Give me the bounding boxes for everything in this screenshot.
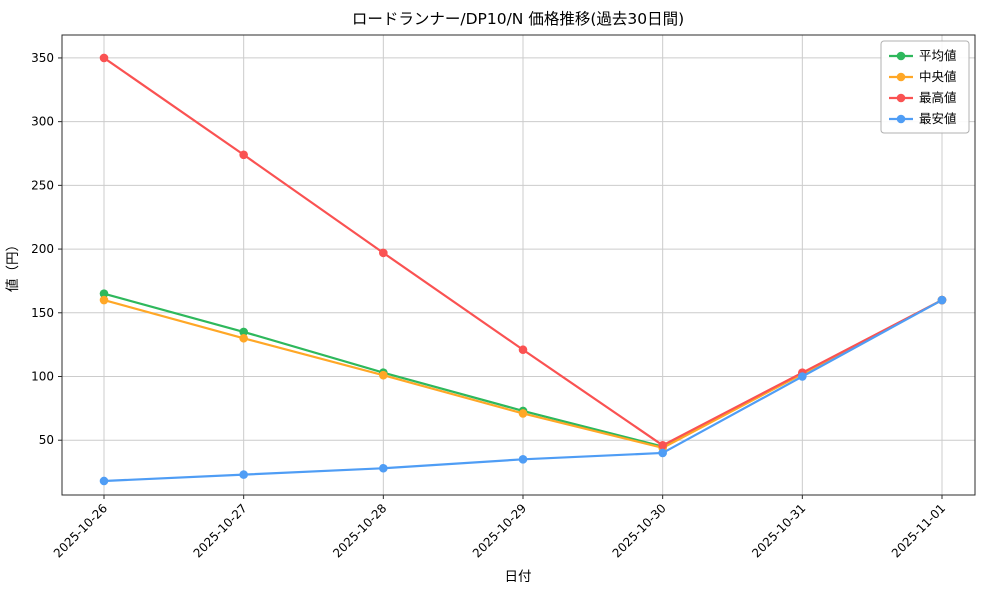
series-min-marker: [658, 448, 667, 458]
y-tick-label: 300: [31, 115, 54, 129]
legend-marker-sample: [896, 114, 906, 124]
legend-marker-sample: [896, 51, 906, 61]
x-tick-label: 2025-10-29: [470, 501, 529, 560]
x-tick-label: 2025-10-27: [191, 501, 250, 560]
series-min: [99, 295, 947, 486]
legend-item-average: 平均値: [889, 48, 957, 63]
legend-item-min: 最安値: [889, 111, 957, 126]
x-tick-label: 2025-11-01: [889, 501, 948, 560]
legend-box: [880, 40, 970, 134]
series-median-marker: [99, 295, 109, 305]
y-tick-label: 350: [31, 51, 54, 65]
series-median-marker: [239, 333, 248, 343]
series-max-marker: [99, 53, 109, 63]
legend-item-median: 中央値: [889, 69, 957, 84]
axes: 50 100 150 200 250 300 350 2025-10-26 2025-10-27…: [31, 34, 976, 560]
series-max-marker: [379, 248, 388, 258]
legend-item-label: 最高値: [919, 90, 957, 105]
series-min-marker: [937, 295, 947, 305]
series-min-marker: [99, 476, 109, 486]
plot-border: [61, 34, 976, 496]
y-tick-label: 100: [31, 369, 54, 383]
y-tick-label: 250: [31, 178, 54, 192]
grid-lines: [62, 35, 975, 495]
x-tick-label: 2025-10-28: [330, 501, 389, 560]
legend-item-label: 最安値: [919, 111, 957, 126]
series-average-marker: [99, 289, 109, 298]
series-average-marker: [239, 327, 248, 337]
x-tick-label: 2025-10-30: [610, 501, 669, 560]
x-tick-label: 2025-10-26: [51, 501, 110, 560]
y-tick-label: 200: [31, 242, 54, 256]
y-tick-label: 50: [39, 433, 54, 447]
series-median-marker: [518, 409, 528, 418]
series-min-marker: [239, 470, 248, 479]
legend-item-max: 最高値: [889, 90, 957, 105]
legend-item-label: 中央値: [919, 69, 957, 84]
legend-item-label: 平均値: [919, 48, 957, 63]
series-max-marker: [239, 150, 248, 160]
series-max-marker: [658, 441, 667, 450]
series-lines: [99, 53, 947, 486]
series-min-marker: [518, 455, 528, 464]
series-max-marker: [518, 345, 528, 355]
y-tick-label: 150: [31, 306, 54, 320]
x-axis-label: 日付: [505, 569, 532, 585]
series-min-marker: [379, 463, 388, 473]
series-min-marker: [798, 372, 807, 381]
legend-marker-sample: [896, 72, 906, 82]
series-median-marker: [379, 370, 388, 380]
legend-marker-sample: [896, 93, 906, 103]
x-tick-label: 2025-10-31: [749, 501, 808, 560]
y-axis-label: 値（円）: [5, 238, 21, 292]
chart-title: ロードランナー/DP10/N 価格推移(過去30日間): [352, 10, 684, 28]
